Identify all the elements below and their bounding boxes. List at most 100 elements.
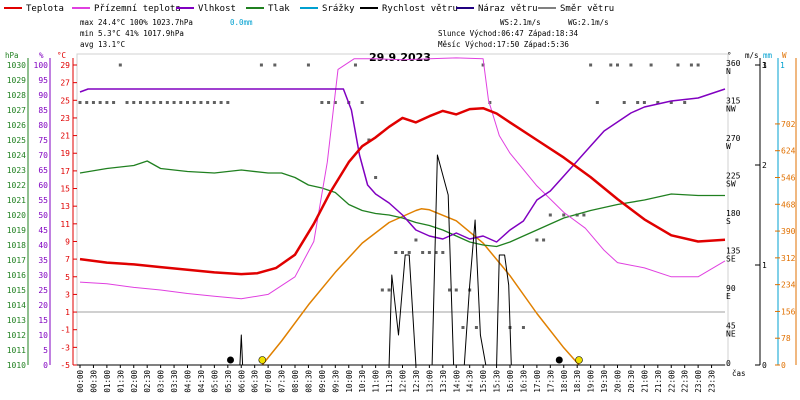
wind-speed-line (80, 154, 725, 366)
tick-label-pct: 75 (38, 136, 48, 145)
tick-label-temp: -5 (60, 361, 70, 370)
wind-direction-point (125, 101, 129, 104)
tick-label-dir-name: SE (726, 255, 736, 264)
x-tick-label: 09:30 (331, 370, 340, 393)
tick-label-pct: 60 (38, 181, 48, 190)
x-tick-label: 13:00 (425, 370, 434, 393)
tick-label-dir: 225 (726, 172, 741, 181)
tick-label-hpa: 1010 (7, 361, 26, 370)
wind-direction-point (105, 101, 109, 104)
tick-label-pct: 95 (38, 76, 48, 85)
wind-direction-point (380, 288, 384, 292)
wind-direction-point (179, 101, 183, 104)
x-tick-label: 04:30 (197, 370, 206, 393)
tick-label-wm2: 78 (781, 334, 791, 343)
wind-direction-point (636, 101, 640, 104)
legend-label-vlhkost: Vlhkost (198, 4, 236, 14)
tick-label-dir: 135 (726, 247, 741, 256)
tick-label-hpa: 1021 (7, 196, 26, 205)
tick-label-dir-name: SW (726, 180, 736, 189)
x-tick-label: 13:30 (439, 370, 448, 393)
x-tick-label: 20:00 (614, 370, 623, 393)
wind-direction-point (186, 101, 189, 104)
legend-label-prizemni-teplota: Přízemní teplota (94, 4, 181, 14)
unit-wind: m/s (745, 51, 759, 60)
tick-label-pct: 50 (38, 211, 48, 220)
tick-label-temp: 27 (60, 79, 70, 88)
legend-label-rychlost-vetru: Rychlost větru (382, 4, 458, 14)
tick-label-pct: 70 (38, 151, 48, 160)
x-tick-label: 20:30 (627, 370, 636, 393)
tick-label-pct: 25 (38, 286, 48, 295)
tick-label-temp: 9 (65, 237, 70, 246)
wind-direction-point (367, 138, 371, 142)
tick-label-temp: 15 (60, 185, 70, 194)
x-tick-label: 17:00 (533, 370, 542, 393)
wind-direction-point (273, 63, 277, 67)
tick-label-hpa: 1011 (7, 346, 26, 355)
tick-label-dir-name: NW (726, 105, 736, 114)
tick-label-hpa: 1024 (7, 151, 26, 160)
stats-moon: Měsíc Východ:17:50 Západ:5:36 (438, 40, 569, 49)
tick-label-temp: 19 (60, 149, 70, 158)
x-tick-label: 01:30 (116, 370, 125, 393)
x-tick-label: 10:00 (345, 370, 354, 393)
wind-direction-point (454, 288, 458, 292)
tick-label-rain-top: 1 (780, 61, 785, 70)
wind-direction-point (192, 101, 196, 104)
x-tick-label: 07:30 (278, 370, 287, 393)
wind-direction-point (333, 101, 337, 104)
x-tick-label: 14:00 (452, 370, 461, 393)
wind-direction-point (542, 238, 546, 242)
tick-label-pct: 65 (38, 166, 48, 175)
legend-label-tlak: Tlak (268, 4, 290, 14)
tick-label-hpa: 1025 (7, 136, 26, 145)
tick-label-dir: 270 (726, 134, 741, 143)
tick-label-wind-top: 1 (762, 61, 767, 70)
legend-label-teplota: Teplota (26, 4, 64, 14)
wind-direction-point (118, 63, 122, 67)
tick-label-temp: 11 (60, 220, 70, 229)
tick-label-temp: 13 (60, 202, 70, 211)
wind-direction-point (669, 101, 673, 104)
moonrise-marker (555, 356, 563, 364)
x-tick-label: 23:30 (708, 370, 717, 393)
wind-direction-point (145, 101, 149, 104)
wind-direction-point (387, 288, 391, 292)
wind-direction-point (152, 101, 156, 104)
wind-direction-point (562, 213, 566, 217)
humidity-line (79, 88, 726, 243)
x-tick-label: 02:30 (143, 370, 152, 393)
stats-avg: avg 13.1°C (80, 40, 125, 49)
wind-direction-point (629, 63, 633, 67)
tick-label-dir: 315 (726, 97, 741, 106)
unit-hpa: hPa (5, 51, 19, 60)
x-tick-label: 07:00 (264, 370, 273, 393)
legend-label-smer-vetru: Směr větru (560, 4, 614, 14)
tick-label-wm2: 234 (781, 281, 796, 290)
wind-direction-point (642, 101, 646, 104)
wind-direction-point (159, 101, 163, 104)
tick-label-pct: 35 (38, 256, 48, 265)
tick-label-hpa: 1016 (7, 271, 26, 280)
x-tick-label: 15:30 (493, 370, 502, 393)
stats-min: min 5.3°C 41% 1017.9hPa (80, 29, 184, 38)
x-tick-label: 12:00 (399, 370, 408, 393)
x-tick-label: 05:00 (210, 370, 219, 393)
tick-label-pct: 10 (38, 331, 48, 340)
wind-direction-point (85, 101, 89, 104)
x-tick-label: 04:00 (184, 370, 193, 393)
wind-direction-point (448, 288, 452, 292)
tick-label-dir-name: S (726, 217, 731, 226)
wind-direction-point (649, 63, 653, 67)
x-tick-label: 03:00 (157, 370, 166, 393)
x-tick-label: 11:30 (385, 370, 394, 393)
wind-direction-point (676, 63, 680, 67)
wind-direction-point (206, 101, 210, 104)
tick-label-hpa: 1026 (7, 121, 26, 130)
tick-label-dir-name: W (726, 142, 731, 151)
tick-label-wind: 2 (762, 161, 767, 170)
x-tick-label: 00:00 (76, 370, 85, 393)
wind-direction-point (548, 213, 552, 217)
x-tick-label: 06:30 (251, 370, 260, 393)
